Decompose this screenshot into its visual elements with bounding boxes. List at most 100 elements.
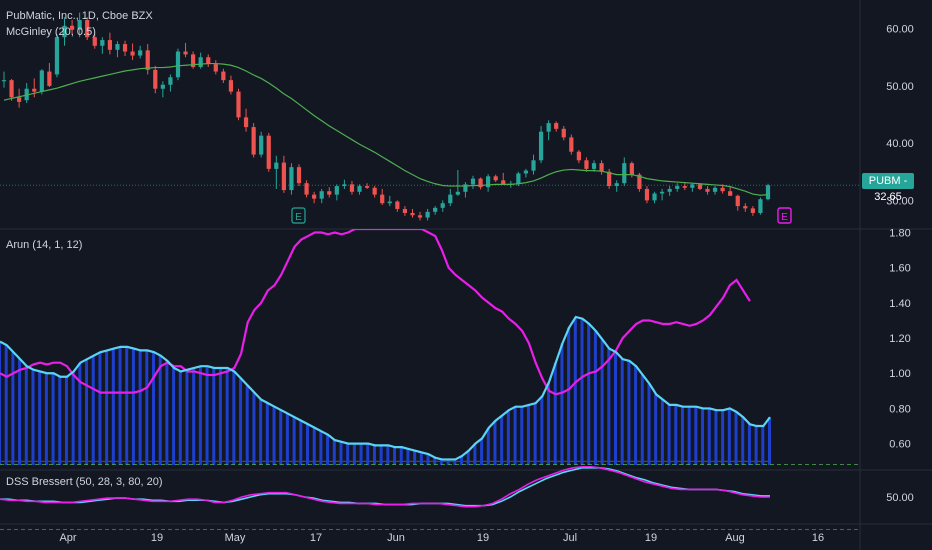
candle-body [62, 25, 67, 38]
candle-body [92, 37, 97, 46]
dss-pane[interactable] [0, 464, 860, 530]
arun-histogram-bar [285, 413, 289, 465]
candle-body [591, 163, 597, 169]
arun-histogram-bar [627, 360, 631, 465]
arun-histogram-bar [607, 348, 611, 465]
candle-body [357, 186, 362, 192]
arun-tick-label: 0.80 [889, 403, 910, 415]
candle-body [629, 163, 634, 175]
candle-body [614, 183, 619, 187]
arun-histogram-bar [259, 399, 263, 465]
candle-body [380, 194, 385, 204]
candle-body [319, 191, 324, 199]
candle-body [243, 117, 249, 128]
candle-body [228, 80, 234, 92]
candle-body [32, 88, 37, 92]
arun-histogram-bar [245, 385, 249, 465]
time-tick-label: Jun [387, 532, 405, 544]
arun-histogram-bar [587, 323, 591, 465]
axes-layer: 60.00 50.00 40.00 30.00 1.80 1.60 1.40 1.20 1.00… [59, 24, 913, 544]
candle-body [486, 176, 491, 188]
arun-histogram-bar [319, 431, 323, 465]
arun-pane[interactable] [0, 229, 771, 465]
arun-histogram-bar [580, 318, 584, 465]
arun-histogram-bar [533, 403, 537, 465]
arun-histogram-bar [118, 346, 122, 465]
candle-body [100, 40, 105, 46]
candle-body [410, 212, 415, 216]
candle-body [122, 44, 128, 52]
arun-histogram-bar [292, 417, 296, 465]
arun-histogram-bar [620, 359, 624, 465]
arun-histogram-bar [272, 406, 276, 465]
candle-body [433, 207, 438, 212]
candle-body [39, 70, 44, 92]
arun-histogram-bar [11, 352, 15, 465]
arun-histogram-bar [111, 348, 115, 465]
arun-histogram-bar [0, 341, 1, 465]
arun-histogram-bar [51, 373, 55, 465]
candle-body [160, 84, 165, 89]
arun-histogram-bar [218, 367, 222, 465]
arun-histogram-bar [526, 404, 530, 465]
arun-histogram-bar [687, 406, 691, 465]
candle-body [652, 193, 657, 201]
earnings-marker-past[interactable]: E [291, 207, 306, 224]
arun-histogram-bar [473, 443, 477, 465]
candle-body [607, 171, 612, 187]
candle-body [334, 186, 339, 195]
arun-histogram-bar [694, 406, 698, 465]
time-tick-label: Jul [563, 532, 577, 544]
arun-histogram-bar [640, 375, 644, 465]
arun-histogram-bar [352, 443, 356, 465]
arun-histogram-bar [493, 420, 497, 465]
mcginley-legend[interactable]: McGinley (20, 0.5) [6, 26, 96, 38]
candle-body [296, 167, 302, 184]
candle-body [576, 151, 581, 161]
candle-body [17, 97, 22, 102]
chart-title[interactable]: PubMatic, Inc., 1D, Cboe BZX [6, 10, 153, 22]
arun-histogram-bar [312, 427, 316, 465]
candle-body [327, 191, 332, 195]
arun-histogram-bar [647, 383, 651, 465]
arun-histogram-bar [225, 367, 229, 465]
arun-histogram-bar [486, 427, 490, 465]
candle-body [251, 127, 256, 155]
arun-legend[interactable]: Arun (14, 1, 12) [6, 239, 83, 251]
earnings-marker-upcoming[interactable]: E [777, 207, 792, 224]
arun-histogram-bar [674, 404, 678, 465]
candle-body [720, 187, 725, 192]
candle-body [342, 184, 347, 187]
candle-body [728, 191, 733, 196]
price-tick-label: 60.00 [886, 24, 914, 36]
candle-body [236, 91, 241, 118]
price-pane[interactable] [0, 12, 860, 221]
arun-tick-label: 1.80 [889, 228, 910, 240]
last-price-badge[interactable]: PUBM - 32.65 [862, 173, 914, 203]
candle-body [395, 201, 400, 209]
arun-histogram-bar [326, 434, 330, 465]
arun-histogram-bar [178, 371, 182, 465]
arun-histogram-bar [131, 348, 135, 465]
candle-body [463, 184, 468, 192]
arun-histogram-bar [366, 443, 370, 465]
candle-body [561, 128, 566, 138]
arun-histogram-bar [600, 339, 604, 465]
arun-histogram-bar [560, 343, 564, 465]
dss-legend[interactable]: DSS Bressert (50, 28, 3, 80, 20) [6, 476, 163, 488]
arun-histogram-bar [741, 417, 745, 465]
arun-histogram-bar [98, 352, 102, 465]
arun-histogram-bar [192, 367, 196, 465]
arun-histogram-bar [593, 331, 597, 465]
arun-tick-label: 1.00 [889, 368, 910, 380]
candle-body [584, 160, 589, 169]
candle-body [153, 69, 158, 89]
arun-histogram-bar [212, 367, 216, 465]
candle-body [455, 191, 460, 195]
arun-histogram-bar [44, 373, 48, 465]
arun-histogram-bar [614, 352, 617, 465]
arun-histogram-bar [460, 455, 463, 465]
candle-body [682, 186, 687, 188]
